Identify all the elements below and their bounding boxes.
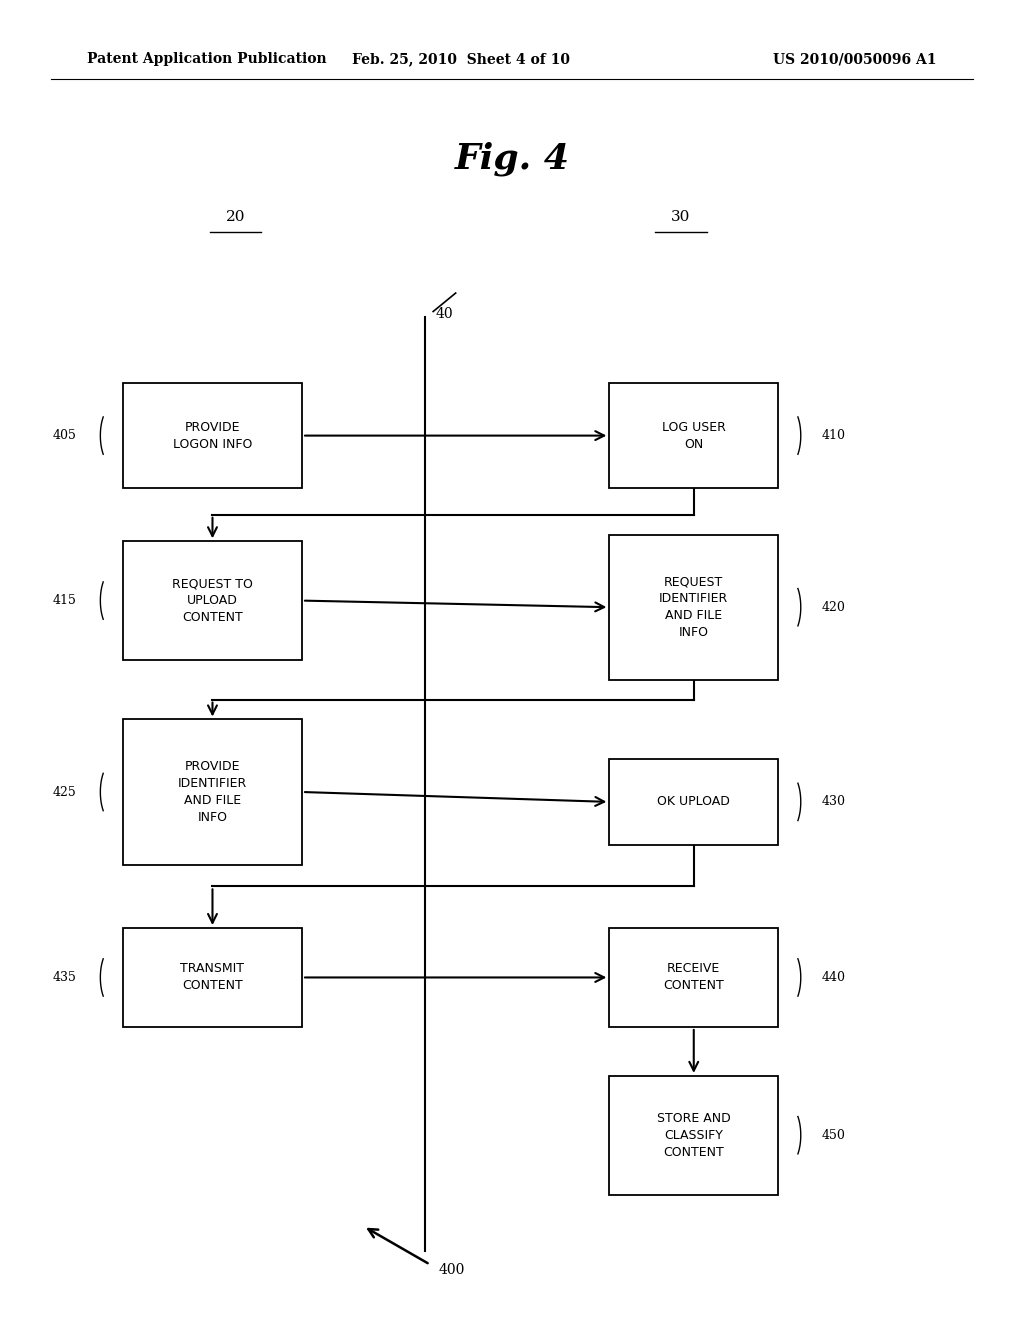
Text: 400: 400 (438, 1263, 465, 1276)
Text: 405: 405 (53, 429, 77, 442)
Text: RECEIVE
CONTENT: RECEIVE CONTENT (664, 962, 724, 993)
Text: PROVIDE
LOGON INFO: PROVIDE LOGON INFO (173, 421, 252, 450)
Text: 430: 430 (821, 796, 845, 808)
Text: 420: 420 (821, 601, 845, 614)
Text: Patent Application Publication: Patent Application Publication (87, 53, 327, 66)
FancyBboxPatch shape (123, 541, 302, 660)
Text: US 2010/0050096 A1: US 2010/0050096 A1 (773, 53, 937, 66)
FancyBboxPatch shape (609, 383, 778, 488)
FancyBboxPatch shape (123, 383, 302, 488)
Text: Feb. 25, 2010  Sheet 4 of 10: Feb. 25, 2010 Sheet 4 of 10 (352, 53, 569, 66)
Text: OK UPLOAD: OK UPLOAD (657, 796, 730, 808)
Text: 435: 435 (53, 972, 77, 983)
Text: 30: 30 (672, 210, 690, 224)
FancyBboxPatch shape (123, 719, 302, 865)
Text: TRANSMIT
CONTENT: TRANSMIT CONTENT (180, 962, 245, 993)
FancyBboxPatch shape (609, 759, 778, 845)
FancyBboxPatch shape (609, 928, 778, 1027)
Text: REQUEST TO
UPLOAD
CONTENT: REQUEST TO UPLOAD CONTENT (172, 577, 253, 624)
FancyBboxPatch shape (609, 535, 778, 680)
FancyBboxPatch shape (123, 928, 302, 1027)
Text: 410: 410 (821, 429, 845, 442)
FancyBboxPatch shape (609, 1076, 778, 1195)
Text: REQUEST
IDENTIFIER
AND FILE
INFO: REQUEST IDENTIFIER AND FILE INFO (659, 576, 728, 639)
Text: Fig. 4: Fig. 4 (455, 141, 569, 176)
Text: 425: 425 (53, 785, 77, 799)
Text: 440: 440 (821, 972, 845, 983)
Text: 415: 415 (53, 594, 77, 607)
Text: 450: 450 (821, 1129, 845, 1142)
Text: 40: 40 (435, 308, 453, 321)
Text: PROVIDE
IDENTIFIER
AND FILE
INFO: PROVIDE IDENTIFIER AND FILE INFO (178, 760, 247, 824)
Text: STORE AND
CLASSIFY
CONTENT: STORE AND CLASSIFY CONTENT (656, 1111, 731, 1159)
Text: 20: 20 (225, 210, 246, 224)
Text: LOG USER
ON: LOG USER ON (662, 421, 726, 450)
